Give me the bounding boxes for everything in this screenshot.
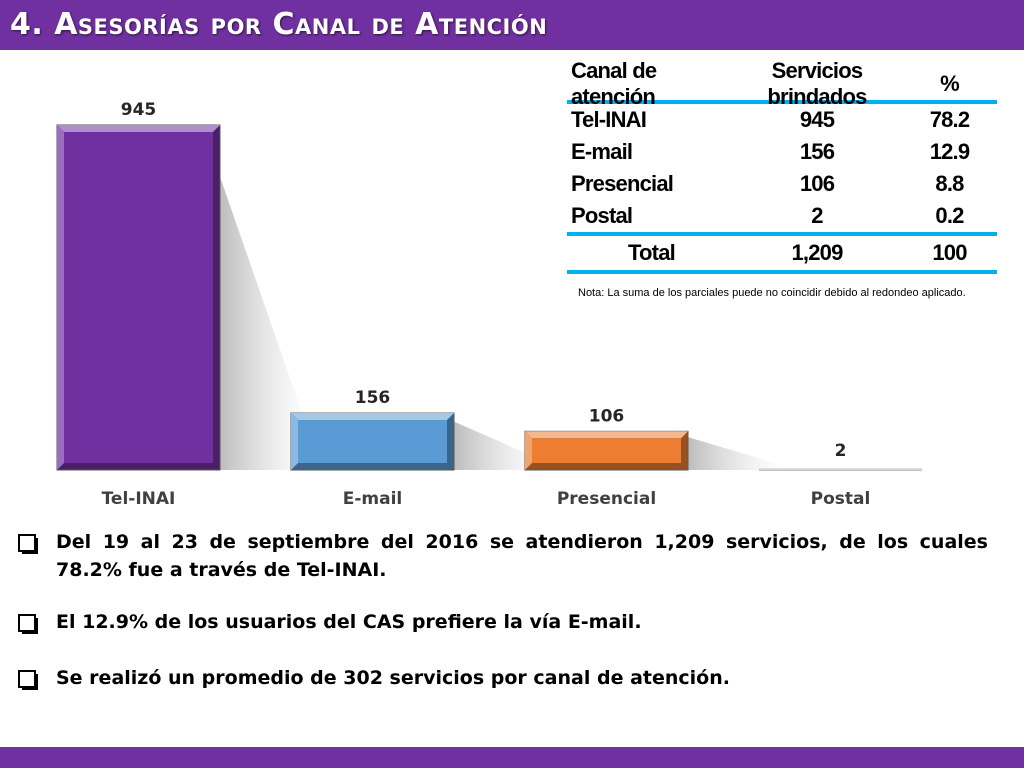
checkbox-bullet-icon: [18, 670, 38, 690]
table-total-cell: Total: [628, 240, 676, 265]
table-note: Nota: La suma de los parciales puede no …: [578, 287, 966, 299]
table-cell: 106: [799, 171, 835, 196]
bullet-text: Del 19 al 23 de septiembre del 2016 se a…: [56, 531, 988, 581]
category-label: Postal: [811, 489, 871, 509]
category-label: E-mail: [343, 489, 403, 509]
bar-bevel: [57, 125, 220, 132]
table-total-cell: 1,209: [791, 240, 843, 265]
checkbox-bullet-icon: [18, 614, 38, 634]
table-cell: 12.9: [929, 139, 970, 164]
bar-face: [298, 420, 447, 463]
bullet-text: El 12.9% de los usuarios del CAS prefier…: [56, 611, 642, 633]
bar-group: [759, 468, 922, 471]
bar-group: [290, 412, 455, 471]
bar-value-label: 156: [355, 388, 391, 408]
bar-bevel: [291, 413, 454, 421]
services-table: Canal de atención Servicios brindados % …: [567, 58, 997, 274]
bar-value-label: 106: [589, 406, 625, 426]
table-cell: Tel-INAI: [571, 107, 647, 132]
bar-group: [524, 430, 689, 471]
list-item: Se realizó un promedio de 302 servicios …: [18, 664, 988, 692]
title-bar: 4. Asesorías por Canal de Atención: [0, 0, 1024, 50]
page-title: 4. Asesorías por Canal de Atención: [10, 7, 548, 42]
table-header-row: Canal de atención Servicios brindados %: [567, 58, 997, 109]
table-cell: Postal: [571, 203, 633, 228]
table-row: Postal 2 0.2: [567, 200, 997, 232]
bar-bevel: [291, 413, 298, 470]
table-cell: E-mail: [571, 139, 633, 164]
table-total-cell: 100: [932, 240, 967, 265]
table-row: Presencial 106 8.8: [567, 168, 997, 200]
table-total-row: Total 1,209 100: [567, 232, 997, 274]
bar-bevel: [57, 125, 64, 470]
bar-group: [56, 124, 221, 471]
bullet-text: Se realizó un promedio de 302 servicios …: [56, 667, 730, 689]
table-cell: 156: [799, 139, 835, 164]
bar-bevel: [525, 431, 532, 470]
bar: [759, 468, 922, 470]
bar-shadow: [220, 176, 315, 470]
list-item: Del 19 al 23 de septiembre del 2016 se a…: [18, 528, 988, 584]
table-row: Tel-INAI 945 78.2: [567, 104, 997, 136]
bar-shadow: [688, 437, 783, 470]
bar-value-label: 945: [121, 100, 157, 120]
bar-bevel: [525, 431, 688, 439]
bar-face: [532, 438, 681, 463]
list-item: El 12.9% de los usuarios del CAS prefier…: [18, 608, 988, 636]
category-label: Presencial: [557, 489, 656, 509]
bar-value-label: 2: [835, 441, 847, 461]
footer-bar: [0, 747, 1024, 768]
category-label: Tel-INAI: [102, 489, 176, 509]
table-cell: 8.8: [935, 171, 964, 196]
table-cell: 78.2: [929, 107, 970, 132]
table-cell: 0.2: [935, 203, 964, 228]
table-cell: 945: [799, 107, 835, 132]
table-row: E-mail 156 12.9: [567, 136, 997, 168]
table-cell: 2: [811, 203, 823, 228]
bar-edge: [759, 470, 922, 471]
bar-chart: 945 Tel-INAI 156 E-mail 106 Presencial 2 Postal: [56, 100, 922, 509]
bar-face: [64, 132, 213, 463]
table-header-cell: Servicios brindados: [767, 58, 867, 109]
table-header-cell: Canal de atención: [571, 58, 657, 109]
table-cell: Presencial: [571, 171, 674, 196]
checkbox-bullet-icon: [18, 534, 38, 554]
bullet-list: Del 19 al 23 de septiembre del 2016 se a…: [18, 528, 988, 720]
table-header-cell: %: [940, 71, 960, 96]
